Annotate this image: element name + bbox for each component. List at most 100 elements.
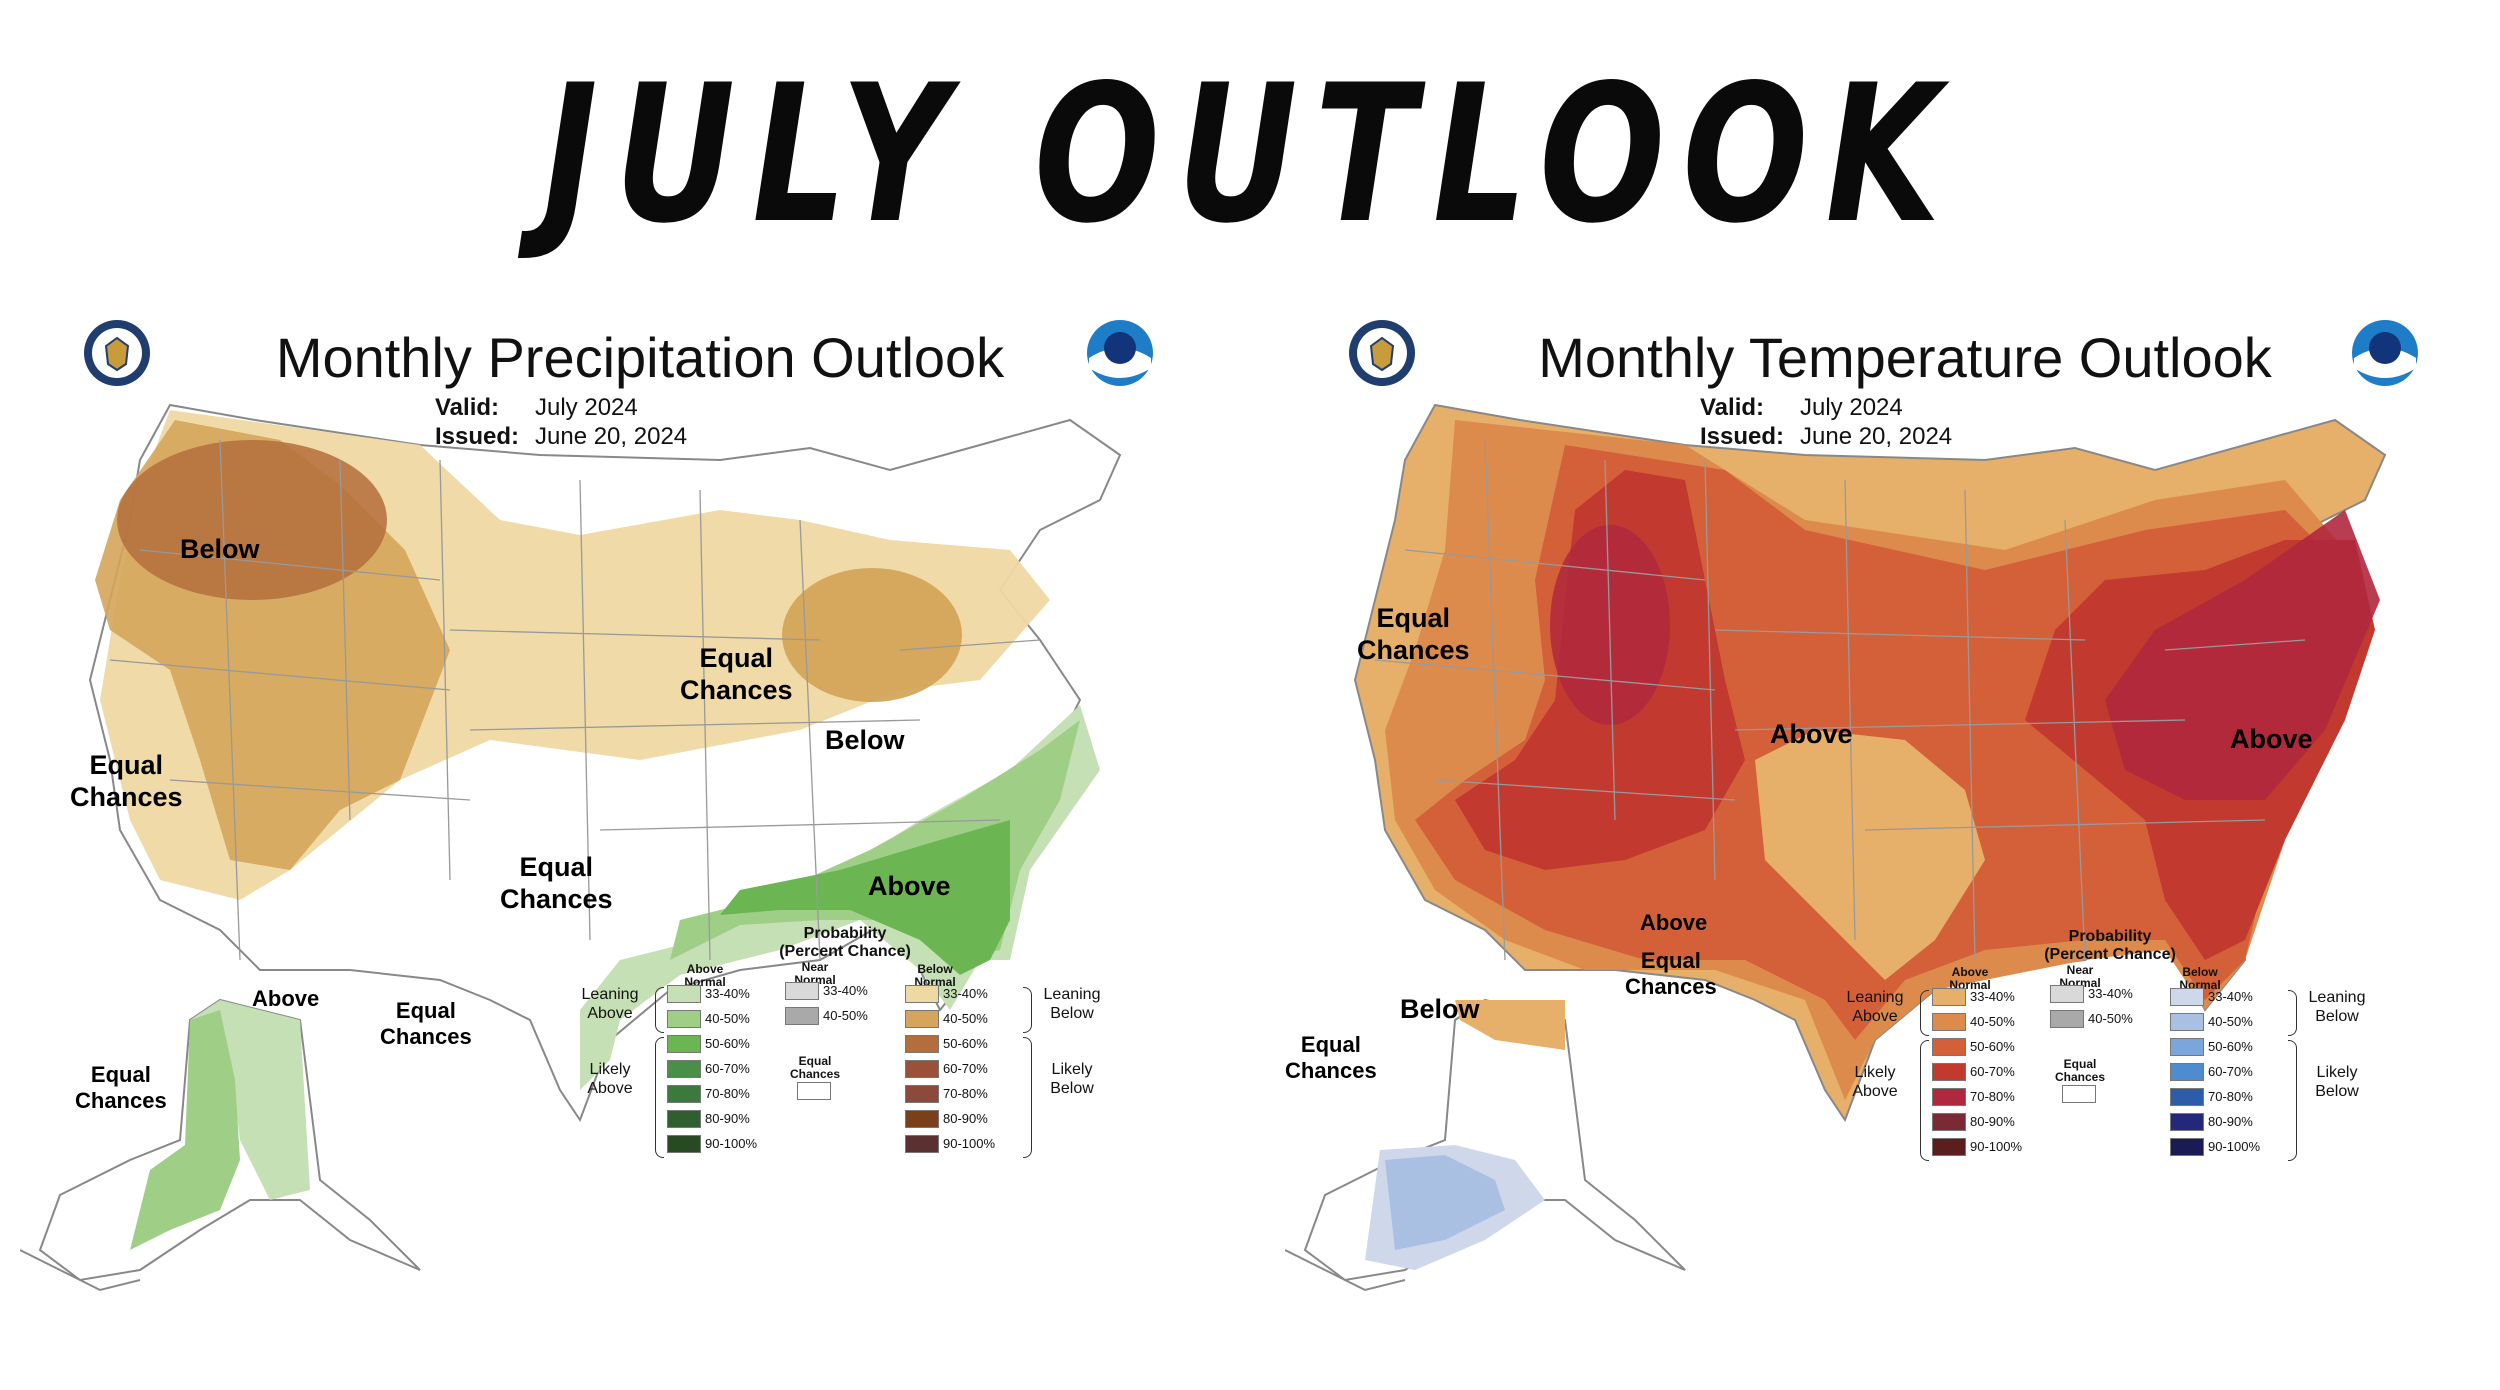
region-equal-nw: Equal Chances (1357, 603, 1470, 665)
legend-swatch-above (667, 1060, 701, 1078)
legend-range-label: 80-90% (705, 1111, 750, 1126)
legend-swatch-below (2170, 988, 2204, 1006)
legend-range-label: 40-50% (1970, 1014, 2015, 1029)
legend-range-label: 80-90% (943, 1111, 988, 1126)
legend-range-label: 90-100% (2208, 1139, 2261, 1154)
region-equal-ak: Equal Chances (380, 998, 472, 1049)
legend-range-label: 33-40% (823, 983, 868, 998)
legend-swatch-above (1932, 1138, 1966, 1156)
legend-range-label: 33-40% (943, 986, 988, 1001)
legend-swatch-near (785, 1007, 819, 1025)
legend-swatch-equal (2062, 1085, 2096, 1103)
state-borders (109, 439, 1041, 961)
alaska-above-top (1455, 1000, 1565, 1050)
legend-swatch-above (667, 1010, 701, 1028)
region-above-central: Above (1770, 719, 1853, 749)
legend-swatch-above (1932, 1038, 1966, 1056)
legend-range-label: 33-40% (2088, 986, 2133, 1001)
region-above-ak: Above (1640, 910, 1708, 935)
legend-range-label: 60-70% (705, 1061, 750, 1076)
legend-range-label: 70-80% (2208, 1089, 2253, 1104)
legend-range-label: 80-90% (1970, 1114, 2015, 1129)
legend-swatch-below (905, 1110, 939, 1128)
precip-map (20, 403, 1122, 1292)
legend-swatch-above (667, 1135, 701, 1153)
legend-range-label: 33-40% (1970, 989, 2015, 1004)
region-above-east: Above (2230, 724, 2313, 754)
legend-swatch-below (905, 1035, 939, 1053)
legend-swatch-above (1932, 988, 1966, 1006)
commerce-seal-icon (84, 320, 150, 386)
aleutian-chain (20, 1249, 141, 1292)
region-below-ohio: Below (825, 725, 905, 755)
legend-range-label: 50-60% (943, 1036, 988, 1051)
legend-range-label: 33-40% (705, 986, 750, 1001)
legend-swatch-near (785, 982, 819, 1000)
region-above-ak: Above (252, 986, 320, 1011)
precip-title: Monthly Precipitation Outlook (275, 326, 1005, 389)
legend-range-label: 50-60% (705, 1036, 750, 1051)
aleutian-chain (1285, 1249, 1406, 1292)
region-above-se: Above (868, 871, 951, 901)
legend-swatch-below (905, 1060, 939, 1078)
region-equal-aleut: Equal Chances (1285, 1032, 1377, 1083)
issued-value: June 20, 2024 (535, 423, 688, 450)
precip-below-core (117, 440, 387, 600)
legend-swatch-above (667, 985, 701, 1003)
legend-range-label: 50-60% (1970, 1039, 2015, 1054)
noaa-logo-icon (2352, 320, 2418, 386)
legend-swatch-near (2050, 985, 2084, 1003)
legend-swatch-below (2170, 1013, 2204, 1031)
legend-swatch-below (905, 985, 939, 1003)
issued-label: Issued: (435, 423, 520, 450)
legend-range-label: 60-70% (2208, 1064, 2253, 1079)
temp-title: Monthly Temperature Outlook (1538, 326, 2272, 389)
temp-legend: Probability (Percent Chance) Above Normal Ne… (1840, 928, 2380, 1161)
legend-swatch-above (667, 1110, 701, 1128)
legend-swatch-below (2170, 1088, 2204, 1106)
legend-swatch-above (1932, 1063, 1966, 1081)
legend-swatch-below (2170, 1038, 2204, 1056)
legend-range-label: 40-50% (2088, 1011, 2133, 1026)
legend-range-label: 40-50% (2208, 1014, 2253, 1029)
legend-range-label: 90-100% (943, 1136, 996, 1151)
precip-legend: Probability (Percent Chance) Above Normal Ne… (575, 925, 1115, 1158)
alaska-above-moderate (130, 1010, 240, 1250)
precipitation-panel: Monthly Precipitation Outlook Valid: July… (20, 300, 1260, 1300)
precip-meta: Valid: July 2024 Issued: June 20, 2024 (435, 393, 687, 451)
legend-range-label: 40-50% (943, 1011, 988, 1026)
temp-meta: Valid: July 2024 Issued: June 20, 2024 (1700, 393, 1952, 451)
region-equal-west: Equal Chances (70, 750, 183, 812)
valid-label: Valid: (1700, 394, 1765, 421)
legend-range-label: 40-50% (823, 1008, 868, 1023)
valid-label: Valid: (435, 394, 500, 421)
legend-swatch-below (2170, 1138, 2204, 1156)
region-equal-aleut: Equal Chances (75, 1062, 167, 1113)
legend-swatch-above (1932, 1088, 1966, 1106)
legend-swatch-above (1932, 1013, 1966, 1031)
issued-value: June 20, 2024 (1800, 423, 1953, 450)
legend-swatch-near (2050, 1010, 2084, 1028)
legend-swatch-below (905, 1010, 939, 1028)
temp-above-light-south (1755, 730, 1985, 980)
precip-below-ohio (782, 568, 962, 702)
banner-title: JULY OUTLOOK (542, 44, 1958, 265)
legend-swatch-below (2170, 1063, 2204, 1081)
temp-map (1285, 403, 2387, 1292)
region-equal-tx: Equal Chances (500, 852, 613, 914)
legend-range-label: 60-70% (943, 1061, 988, 1076)
legend-swatch-below (905, 1135, 939, 1153)
legend-swatch-above (667, 1085, 701, 1103)
noaa-logo-icon (1087, 320, 1153, 386)
legend-swatch-equal (797, 1082, 831, 1100)
legend-swatch-below (905, 1085, 939, 1103)
legend-range-label: 70-80% (705, 1086, 750, 1101)
region-below-nw: Below (180, 534, 260, 564)
legend-range-label: 80-90% (2208, 1114, 2253, 1129)
legend-swatch-above (1932, 1113, 1966, 1131)
region-equal-north: Equal Chances (680, 643, 793, 705)
region-equal-ak: Equal Chances (1625, 948, 1717, 999)
issued-label: Issued: (1700, 423, 1785, 450)
region-below-ak: Below (1400, 994, 1480, 1024)
legend-range-label: 70-80% (943, 1086, 988, 1101)
